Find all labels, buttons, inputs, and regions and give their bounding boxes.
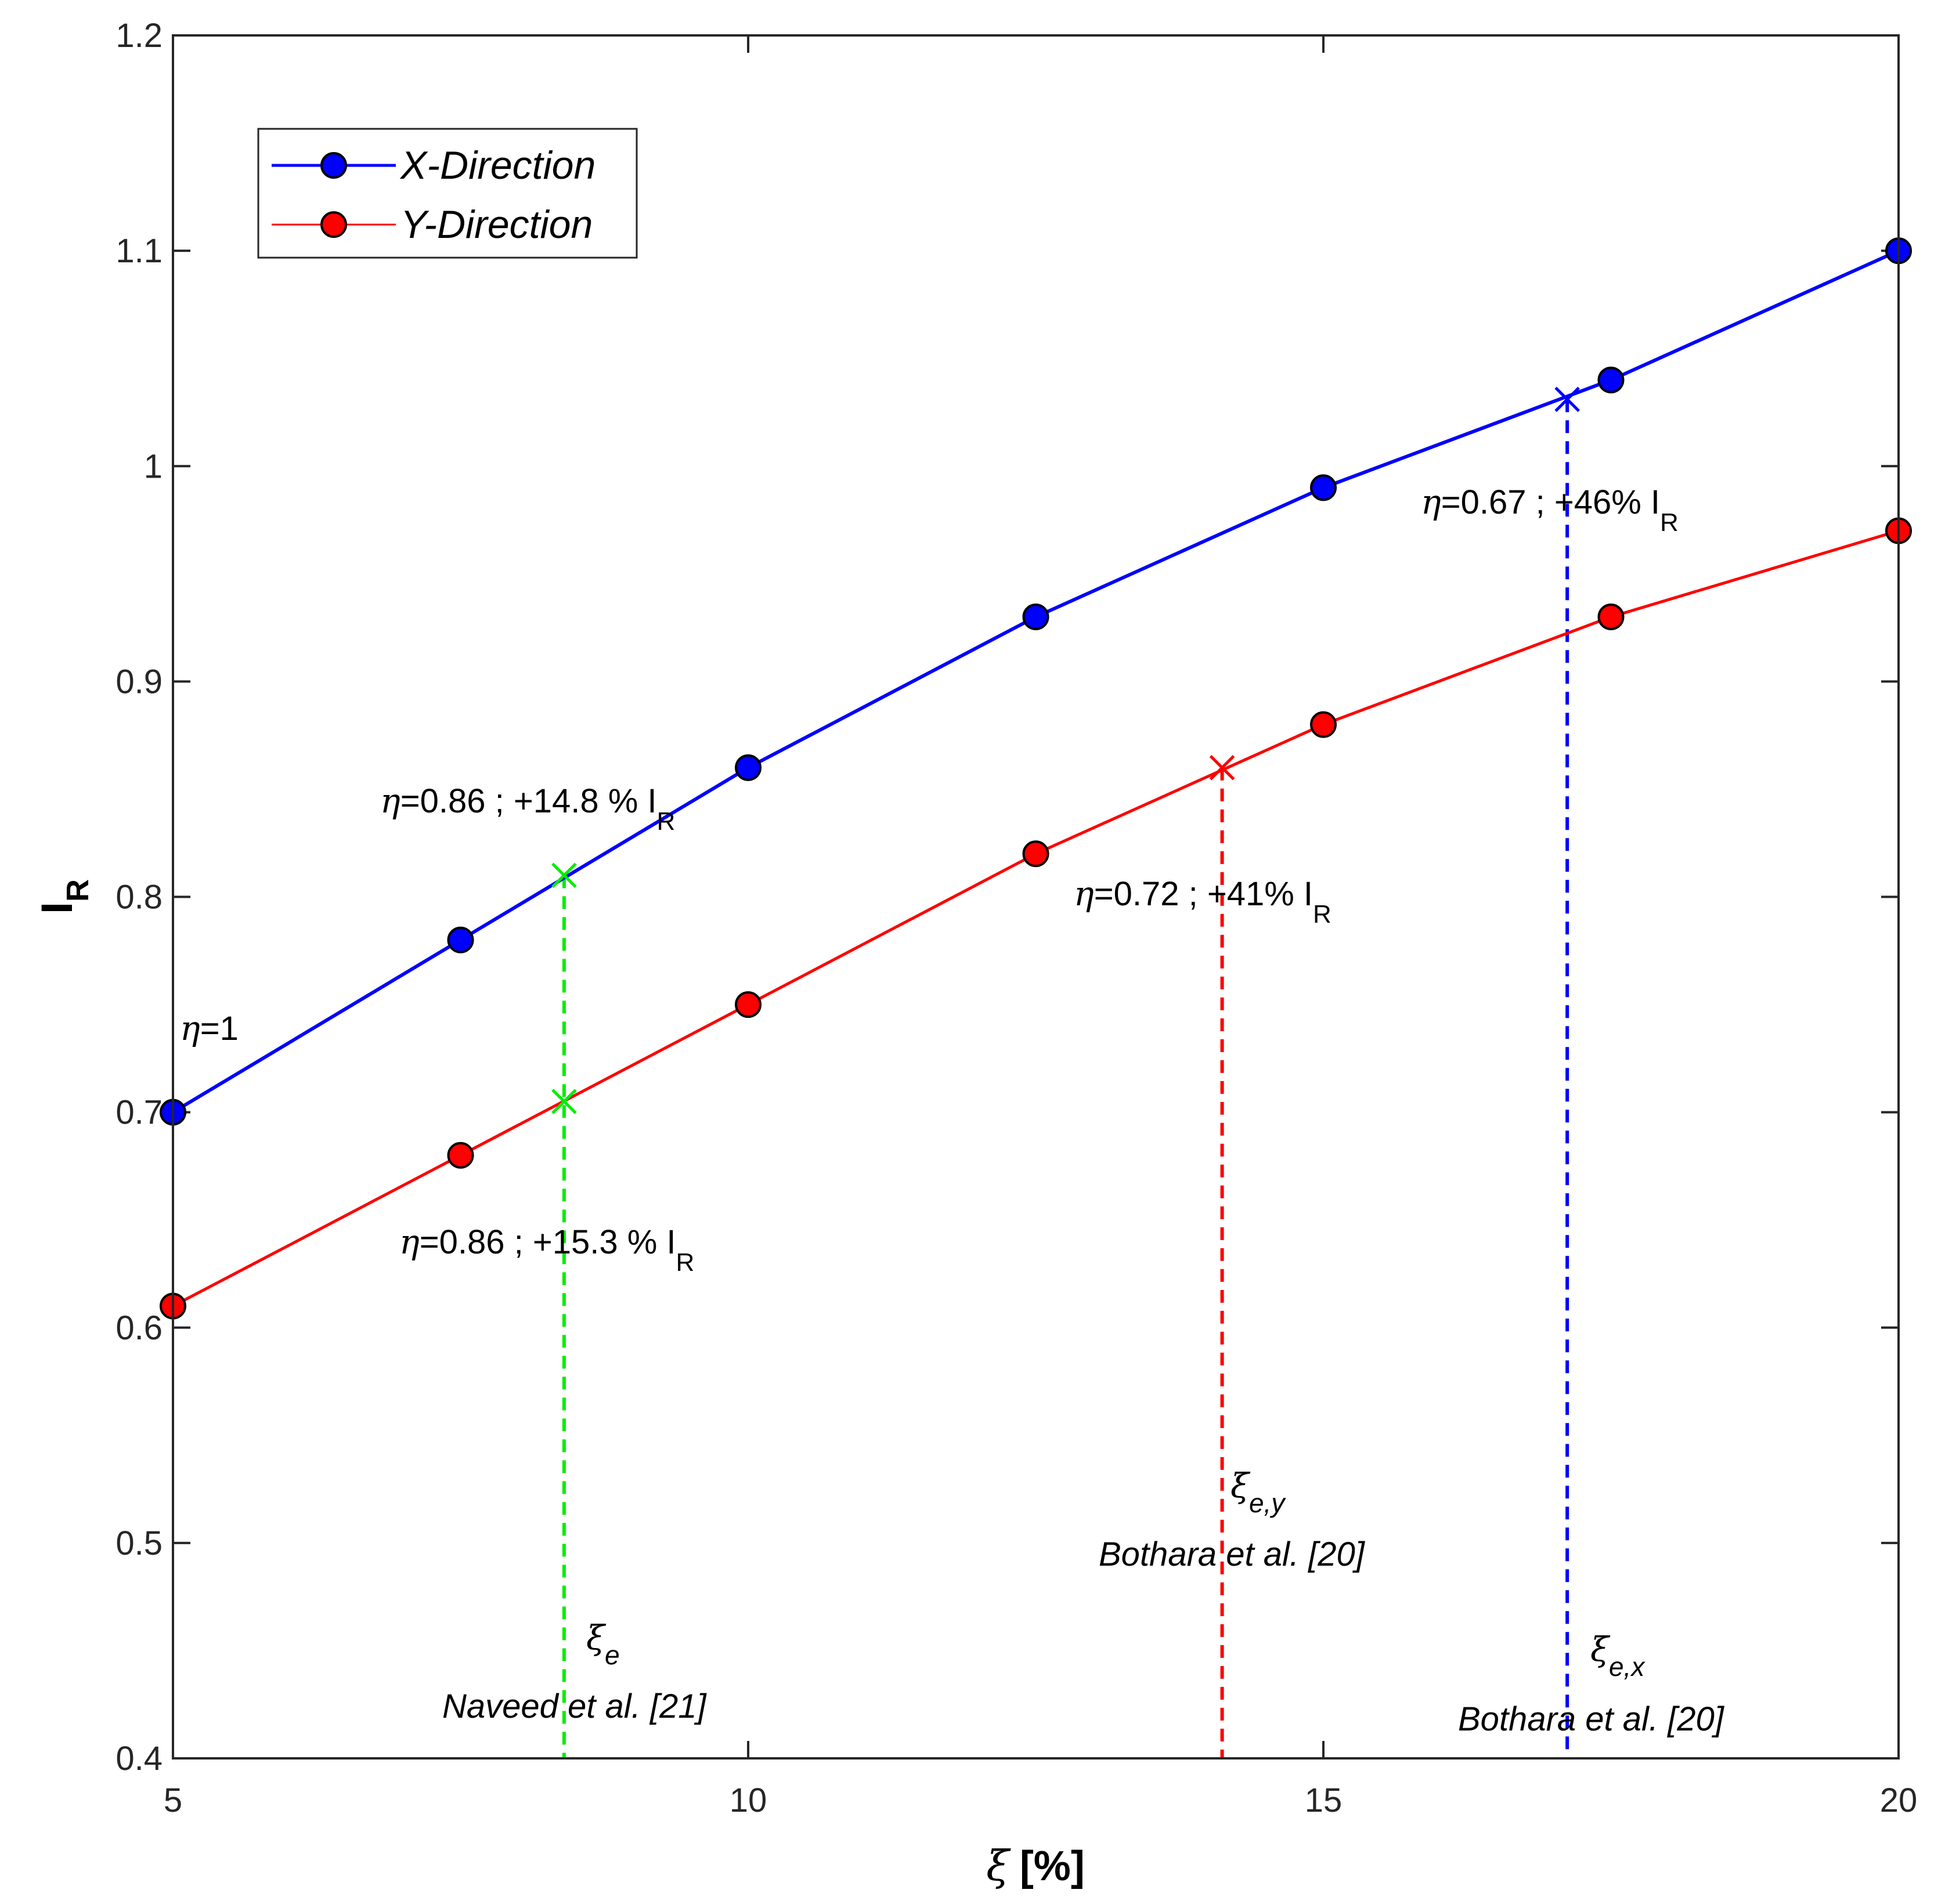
series-layer bbox=[160, 237, 1912, 1320]
xi-symbol: ξ bbox=[586, 1618, 607, 1657]
annotation-eta-086-x: η=0.86 ; +14.8 % IR bbox=[380, 781, 675, 836]
data-point-1 bbox=[735, 991, 762, 1018]
x-axis-label: ξ [%] bbox=[986, 1841, 1085, 1890]
naveed-ref-label: Naveed et al. [21] bbox=[442, 1688, 708, 1725]
y-tick-label: 1.1 bbox=[116, 232, 163, 270]
ticks-layer: 5 10 15 20 0.4 0.5 0.6 0.7 0.8 0.9 1 1.1 1.2 bbox=[116, 17, 1917, 1819]
data-point-1 bbox=[1597, 604, 1625, 631]
y-tick-label: 0.6 bbox=[116, 1309, 163, 1347]
xi-symbol: ξ bbox=[1590, 1630, 1611, 1669]
legend-box bbox=[257, 128, 638, 259]
y-axis-label: IR bbox=[33, 879, 95, 914]
x-tick-label: 15 bbox=[1305, 1782, 1343, 1819]
plot-frame bbox=[172, 34, 1900, 1760]
data-point-1 bbox=[447, 1141, 474, 1169]
xi-subscript: e bbox=[605, 1640, 620, 1670]
cross-markers-layer bbox=[551, 386, 1580, 1114]
data-point-0 bbox=[447, 926, 474, 953]
y-tick-label: 1 bbox=[144, 447, 163, 485]
cross-marker-bothara-x bbox=[1554, 386, 1580, 412]
data-point-1 bbox=[1310, 711, 1337, 738]
x-tick-label: 20 bbox=[1880, 1782, 1918, 1819]
annotation-eta-072: η=0.72 ; +41% IR bbox=[1074, 874, 1331, 928]
cross-marker-naveed bbox=[551, 1089, 577, 1114]
legend-label-x: X-Direction bbox=[399, 143, 596, 187]
eta-symbol: η bbox=[399, 1222, 420, 1262]
eta-symbol: η bbox=[1074, 874, 1094, 913]
annotation-subscript: R bbox=[676, 1248, 695, 1277]
xi-e-label: ξe bbox=[586, 1618, 620, 1670]
annotation-text: =1 bbox=[200, 1010, 239, 1047]
annotation-subscript: R bbox=[1660, 508, 1679, 537]
y-tick-label: 0.9 bbox=[116, 663, 163, 700]
eta-symbol: η bbox=[1421, 482, 1441, 522]
annotation-eta-086-y: η=0.86 ; +15.3 % IR bbox=[399, 1222, 694, 1277]
x-tick-label: 10 bbox=[730, 1782, 767, 1819]
legend-label-y: Y-Direction bbox=[400, 203, 593, 247]
y-axis-sub: R bbox=[60, 879, 95, 902]
legend: X-Direction Y-Direction bbox=[257, 128, 638, 259]
annotation-subscript: R bbox=[657, 807, 676, 836]
data-point-0 bbox=[735, 754, 762, 781]
eta-symbol: η bbox=[180, 1009, 200, 1048]
xi-subscript: e,x bbox=[1609, 1652, 1646, 1682]
data-point-1 bbox=[1022, 840, 1049, 868]
plot-area bbox=[173, 35, 1899, 1758]
bothara-y-ref-label: Bothara et al. [20] bbox=[1099, 1536, 1366, 1573]
x-axis-unit: [%] bbox=[1020, 1843, 1085, 1889]
annotation-text: =0.86 ; +15.3 % I bbox=[420, 1223, 676, 1261]
y-tick-label: 0.8 bbox=[116, 879, 163, 916]
xi-ey-label: ξe,y bbox=[1230, 1466, 1286, 1518]
cross-marker-naveed bbox=[551, 862, 577, 888]
data-point-0 bbox=[1597, 366, 1625, 393]
x-tick-label: 5 bbox=[164, 1782, 182, 1819]
data-point-0 bbox=[1310, 474, 1337, 501]
legend-marker-x bbox=[320, 152, 347, 179]
y-tick-label: 0.5 bbox=[116, 1524, 163, 1562]
eta-symbol: η bbox=[380, 781, 400, 821]
annotation-text: =0.86 ; +14.8 % I bbox=[400, 782, 657, 820]
xi-subscript: e,y bbox=[1249, 1488, 1286, 1518]
vertical-markers-layer bbox=[562, 399, 1569, 1758]
x-axis-symbol: ξ bbox=[986, 1841, 1011, 1890]
y-axis-main: I bbox=[33, 902, 82, 914]
annotation-eta-067: η=0.67 ; +46% IR bbox=[1421, 482, 1679, 537]
y-tick-label: 0.7 bbox=[116, 1094, 163, 1132]
annotation-text: =0.72 ; +41% I bbox=[1094, 875, 1313, 913]
annotation-text: =0.67 ; +46% I bbox=[1441, 483, 1660, 521]
annotation-subscript: R bbox=[1313, 900, 1331, 928]
legend-marker-y bbox=[320, 211, 347, 238]
xi-ex-label: ξe,x bbox=[1590, 1630, 1646, 1682]
bothara-x-ref-label: Bothara et al. [20] bbox=[1458, 1700, 1725, 1738]
y-tick-label: 0.4 bbox=[116, 1740, 163, 1777]
xi-symbol: ξ bbox=[1230, 1466, 1251, 1505]
annotation-eta-1: η=1 bbox=[180, 1009, 239, 1048]
y-tick-label: 1.2 bbox=[116, 17, 163, 55]
data-point-0 bbox=[1022, 604, 1049, 631]
cross-marker-bothara-y bbox=[1209, 755, 1235, 781]
